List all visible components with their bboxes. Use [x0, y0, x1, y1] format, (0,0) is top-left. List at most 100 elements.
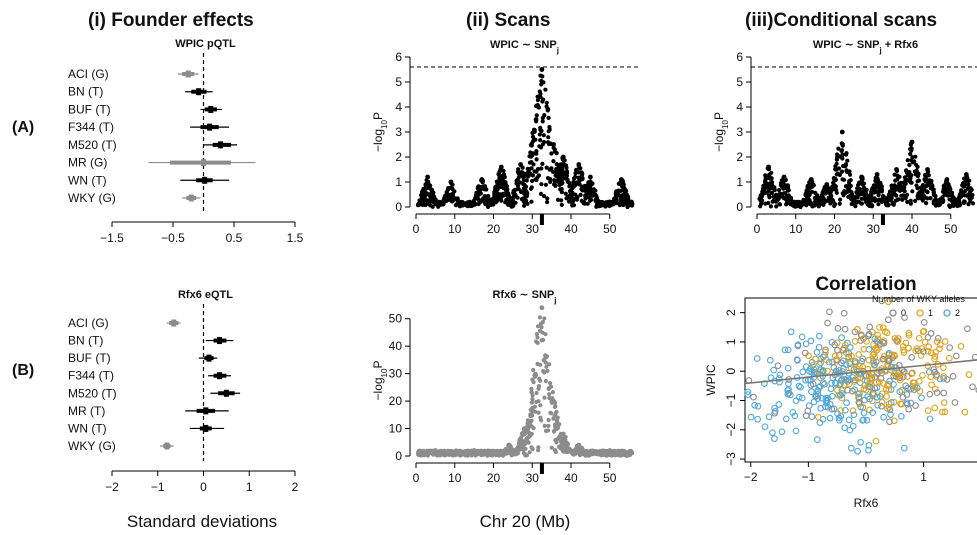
snp-point [492, 194, 497, 200]
sample-point [814, 390, 822, 398]
peak-point [766, 164, 771, 170]
sample-point [775, 401, 783, 408]
strain-label: MR (T) [68, 404, 105, 418]
sample-point [932, 348, 940, 356]
sample-point [815, 332, 823, 340]
snp-point [533, 137, 538, 142]
sample-point [938, 408, 946, 416]
sample-point [924, 347, 932, 355]
estimate-mark [218, 141, 224, 149]
snp-point [896, 174, 901, 179]
snp-point [828, 191, 833, 196]
snp-point [521, 196, 526, 201]
snp-point [529, 160, 534, 165]
scan-points [757, 129, 976, 210]
y-tick-label: 40 [389, 339, 403, 353]
snp-point [555, 197, 561, 202]
snp-point [527, 450, 532, 455]
snp-point [622, 191, 627, 196]
snp-point [530, 178, 535, 184]
snp-point [960, 183, 965, 188]
column-title-conditional: (iii)Conditional scans [745, 10, 937, 31]
snp-point [548, 167, 553, 172]
snp-point [510, 447, 515, 452]
gene-position-marker [539, 463, 544, 474]
estimate-mark [201, 159, 206, 167]
snp-point [553, 404, 558, 409]
snp-point [848, 196, 854, 201]
snp-point [561, 442, 566, 447]
sample-point [933, 338, 941, 345]
snp-point [549, 151, 554, 156]
sample-point [926, 415, 934, 423]
x-tick-label: 40 [905, 222, 919, 236]
snp-point [563, 191, 568, 196]
peak-point [498, 164, 504, 170]
snp-point [886, 196, 891, 201]
sample-point [900, 349, 908, 356]
snp-point [551, 159, 556, 164]
snp-point [899, 184, 904, 189]
strain-label: BN (T) [68, 85, 103, 99]
snp-point [794, 201, 799, 206]
strain-label: BUF (T) [68, 102, 111, 116]
sample-point [888, 363, 895, 371]
strain-label: WKY (G) [68, 439, 116, 453]
snp-point [769, 190, 775, 195]
x-tick-label: 30 [526, 222, 540, 236]
y-axis-label: −log10P [371, 112, 389, 152]
snp-point [543, 182, 549, 187]
snp-point [535, 175, 540, 180]
conditional-scan-wpic-panel: WPIC ∼ SNPj + Rfx6 −log10P 0 1 2 3 4 5 6 0 10 20 30 4… [712, 39, 977, 236]
snp-point [450, 186, 455, 191]
snp-point [466, 450, 471, 455]
snp-point [535, 167, 541, 172]
snp-point [618, 452, 623, 457]
snp-point [489, 202, 494, 207]
snp-point [758, 204, 763, 209]
snp-point [540, 119, 545, 124]
snp-point [556, 163, 561, 168]
sample-point [808, 413, 816, 420]
snp-point [539, 325, 544, 330]
snp-point [905, 158, 910, 163]
sample-point [941, 408, 949, 416]
snp-point [772, 187, 777, 192]
snp-point [936, 198, 942, 203]
snp-point [888, 189, 893, 194]
peak-point [607, 448, 613, 453]
panel-title: Rfx6 eQTL [178, 289, 233, 301]
sample-point [761, 423, 769, 431]
snp-point [925, 196, 930, 201]
snp-point [947, 197, 952, 202]
sample-point [822, 348, 829, 356]
sample-point [771, 404, 778, 412]
sample-point [871, 353, 879, 361]
snp-point [607, 203, 612, 209]
scan-rfx6-panel: Rfx6 ∼ SNPj −log10P 0 10 20 30 40 50 0 10 20 30 40 50 [371, 289, 635, 485]
sample-point [754, 402, 762, 410]
snp-point [462, 449, 467, 454]
sample-point [845, 354, 853, 362]
snp-point [535, 103, 540, 108]
snp-point [428, 203, 433, 208]
x-tick-label: −1 [802, 470, 816, 484]
snp-point [893, 178, 898, 183]
sample-point [794, 341, 802, 349]
estimate-mark [196, 88, 202, 96]
sample-point [782, 415, 790, 423]
snp-point [554, 167, 559, 172]
sample-point [927, 349, 935, 357]
strain-label: ACI (G) [68, 316, 109, 330]
peak-point [576, 442, 582, 448]
snp-point [552, 147, 558, 152]
sample-point [896, 388, 904, 396]
sample-point [805, 402, 813, 409]
y-tick-label: 1 [724, 338, 738, 345]
snp-point [493, 200, 499, 205]
x-tick-label: 0 [754, 222, 761, 236]
snp-point [946, 190, 951, 196]
snp-point [535, 335, 540, 340]
gene-position-marker [880, 214, 885, 225]
sample-point [874, 335, 882, 343]
